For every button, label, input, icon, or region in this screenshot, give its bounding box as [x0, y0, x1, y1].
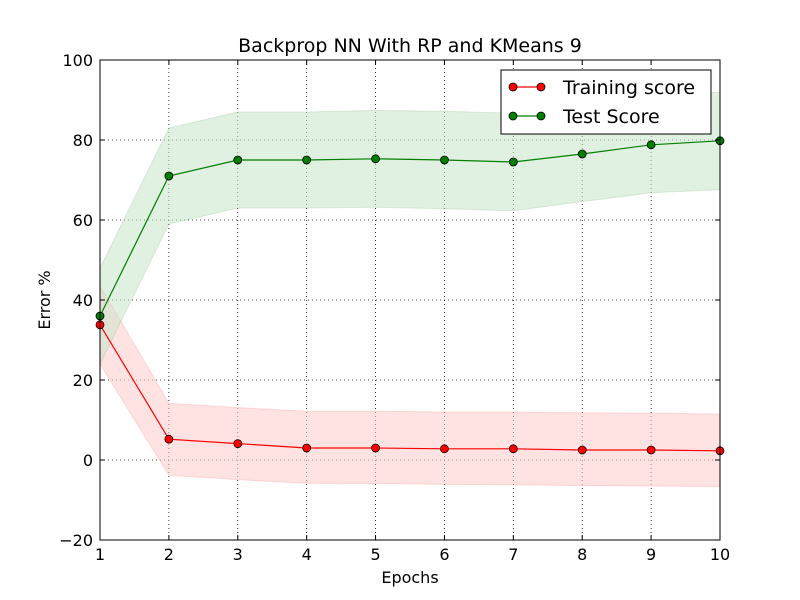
legend-label: Training score — [562, 77, 695, 99]
training-score-point — [440, 444, 449, 454]
y-tick-label: 0 — [83, 451, 93, 470]
training-score-point — [371, 443, 380, 453]
test-score-point — [302, 155, 312, 165]
y-tick-label: 80 — [73, 131, 93, 150]
series-markers — [95, 136, 725, 456]
x-tick-label: 9 — [646, 545, 656, 564]
x-tick-label: 3 — [233, 545, 243, 564]
test-score-point — [440, 155, 449, 165]
x-axis-title: Epochs — [381, 568, 438, 587]
training-score-line — [99, 324, 721, 452]
x-tick-label: 6 — [439, 545, 449, 564]
test-score-point — [371, 154, 380, 164]
x-tick-label: 5 — [370, 545, 380, 564]
training-score-point — [508, 444, 518, 454]
legend-box — [500, 69, 712, 135]
legend-marker — [536, 82, 546, 92]
x-tick-label: 2 — [164, 545, 174, 564]
test-score-point — [164, 171, 174, 181]
y-tick-label: 20 — [73, 371, 93, 390]
y-tick-label: 40 — [73, 291, 93, 310]
test-score-line — [99, 140, 721, 317]
axis-ticks: 1 2 3 4 5 6 7 8 9 10 −20 0 20 40 60 80 100 — [59, 51, 730, 564]
y-tick-label: 60 — [73, 211, 93, 230]
chart-title: Backprop NN With RP and KMeans 9 — [238, 35, 582, 57]
training-score-point — [302, 443, 312, 453]
x-tick-label: 8 — [577, 545, 587, 564]
training-score-point — [646, 445, 656, 455]
legend-marker — [536, 111, 546, 121]
legend-marker — [508, 82, 518, 92]
legend-label: Test Score — [562, 106, 660, 128]
training-score-point — [577, 445, 587, 455]
y-tick-label: −20 — [59, 531, 93, 550]
test-score-point — [646, 140, 656, 150]
series-lines — [99, 140, 721, 452]
x-tick-label: 7 — [508, 545, 518, 564]
x-tick-label: 4 — [302, 545, 312, 564]
test-score-point — [577, 149, 587, 159]
y-tick-label: 100 — [62, 51, 93, 70]
legend: Training score Test Score — [500, 69, 712, 135]
training-score-point — [164, 434, 174, 444]
y-axis-title: Error % — [35, 270, 54, 329]
x-tick-label: 1 — [95, 545, 105, 564]
legend-marker — [508, 111, 518, 121]
training-score-point — [233, 439, 243, 449]
test-score-point — [233, 155, 243, 165]
test-score-point — [508, 157, 518, 167]
x-tick-label: 10 — [710, 545, 730, 564]
